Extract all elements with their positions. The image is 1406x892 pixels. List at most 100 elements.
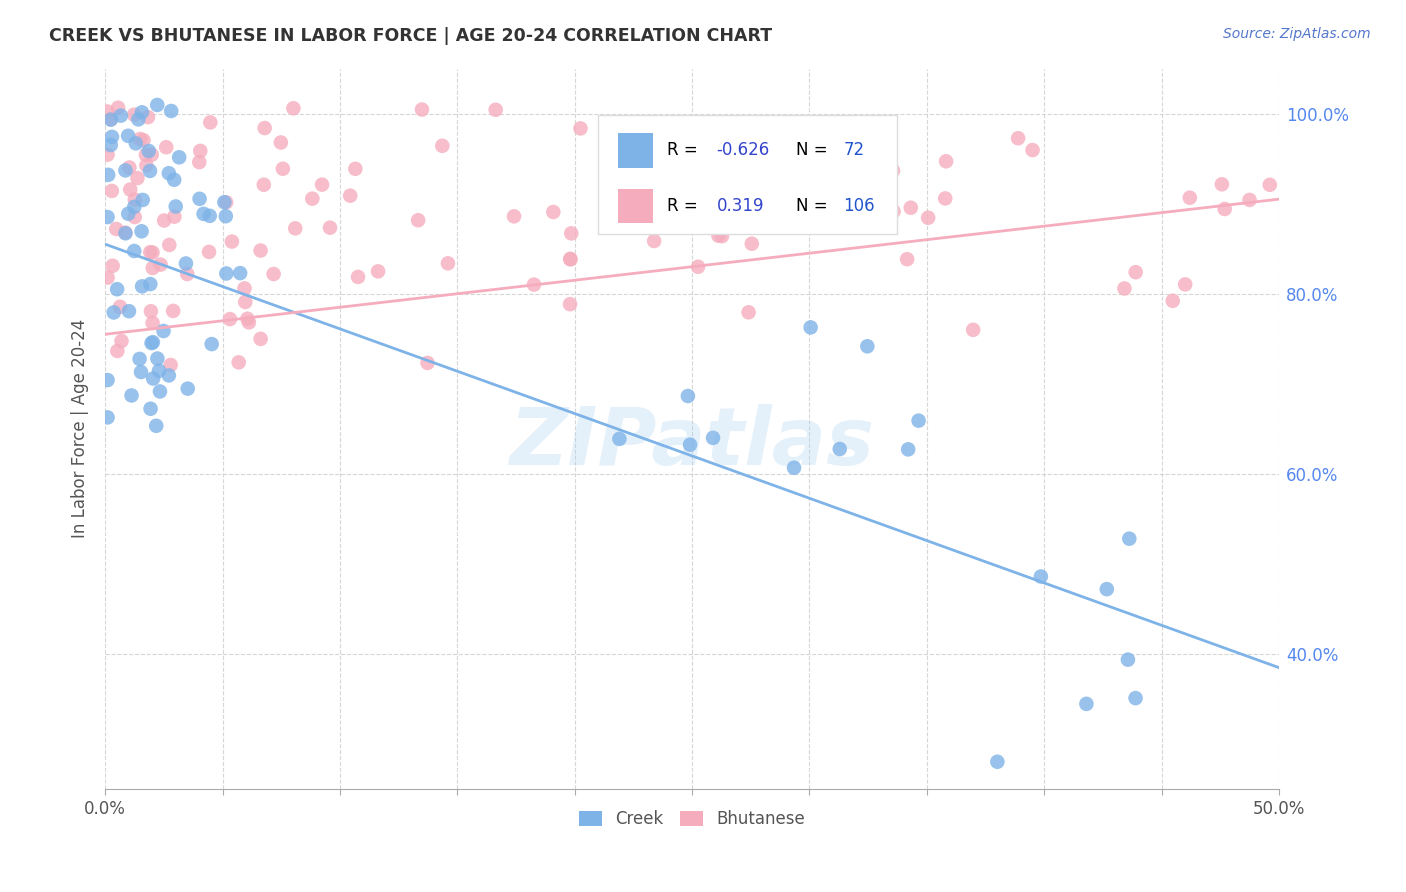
Point [1213, 202, 1236, 216]
Point [200, 115, 222, 129]
Point [201, 337, 224, 351]
Point [105, 222, 128, 236]
Point [319, 220, 342, 235]
Point [215, 195, 238, 210]
FancyBboxPatch shape [619, 189, 654, 223]
Point [406, 213, 429, 227]
Point [163, 210, 186, 224]
Point [897, 442, 920, 457]
Point [157, 238, 180, 252]
Point [162, 304, 184, 318]
Point [139, 401, 162, 416]
Text: -0.626: -0.626 [717, 141, 770, 160]
Text: 106: 106 [844, 197, 875, 215]
Point [1007, 131, 1029, 145]
Point [1161, 293, 1184, 308]
Point [249, 244, 271, 258]
Point [146, 98, 169, 112]
Point [1021, 143, 1043, 157]
Point [1125, 265, 1147, 279]
Point [118, 161, 141, 175]
Point [139, 304, 162, 318]
Point [215, 209, 238, 223]
Point [707, 228, 730, 243]
Text: N =: N = [797, 141, 834, 160]
Point [100, 138, 122, 153]
Point [149, 384, 172, 399]
Point [105, 282, 128, 296]
Point [1029, 569, 1052, 583]
Point [1125, 691, 1147, 706]
Point [339, 188, 361, 202]
Point [263, 267, 285, 281]
Point [101, 259, 124, 273]
FancyBboxPatch shape [619, 133, 654, 168]
Point [142, 316, 165, 330]
Point [416, 356, 439, 370]
Point [121, 388, 143, 402]
Point [110, 334, 132, 348]
Point [560, 252, 582, 266]
Point [152, 324, 174, 338]
Point [214, 195, 236, 210]
Point [935, 154, 957, 169]
Point [149, 258, 172, 272]
Point [934, 191, 956, 205]
Point [198, 244, 221, 259]
Point [737, 305, 759, 319]
Point [97, 147, 120, 161]
Point [127, 112, 149, 127]
Point [155, 140, 177, 154]
Point [124, 193, 146, 207]
Point [107, 101, 129, 115]
Point [141, 336, 163, 351]
Point [159, 358, 181, 372]
Point [188, 144, 211, 158]
Point [139, 277, 162, 291]
Point [882, 163, 904, 178]
Point [560, 227, 582, 241]
Point [135, 148, 157, 162]
Text: 0.319: 0.319 [717, 197, 765, 215]
Point [962, 323, 984, 337]
Point [146, 351, 169, 366]
Point [131, 224, 153, 238]
Point [1116, 653, 1139, 667]
Point [896, 252, 918, 267]
Point [103, 305, 125, 319]
Point [167, 150, 190, 164]
Point [253, 121, 276, 136]
Point [856, 339, 879, 353]
Point [219, 312, 242, 326]
Text: Source: ZipAtlas.com: Source: ZipAtlas.com [1223, 27, 1371, 41]
Point [118, 304, 141, 318]
Point [233, 281, 256, 295]
FancyBboxPatch shape [598, 115, 897, 235]
Point [139, 164, 162, 178]
Point [122, 108, 145, 122]
Point [236, 311, 259, 326]
Point [1258, 178, 1281, 192]
Point [270, 136, 292, 150]
Point [141, 147, 163, 161]
Point [129, 365, 152, 379]
Point [503, 210, 526, 224]
Point [129, 132, 152, 146]
Text: CREEK VS BHUTANESE IN LABOR FORCE | AGE 20-24 CORRELATION CHART: CREEK VS BHUTANESE IN LABOR FORCE | AGE … [49, 27, 772, 45]
Point [233, 295, 256, 310]
Point [101, 129, 124, 144]
Text: 72: 72 [844, 141, 865, 160]
Point [114, 163, 136, 178]
Point [344, 161, 367, 176]
Point [141, 245, 163, 260]
Point [900, 201, 922, 215]
Point [132, 193, 155, 207]
Point [120, 182, 142, 196]
Point [1076, 697, 1098, 711]
Point [558, 297, 581, 311]
Point [1118, 532, 1140, 546]
Point [97, 104, 120, 119]
Point [188, 192, 211, 206]
Point [101, 184, 124, 198]
Point [100, 112, 122, 127]
